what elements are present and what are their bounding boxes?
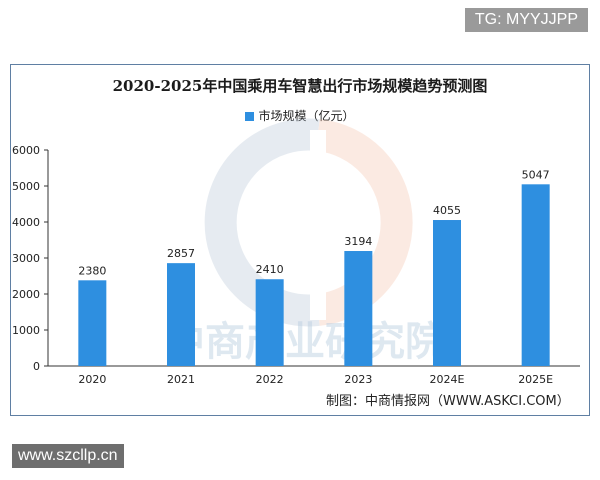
legend-label: 市场规模（亿元） xyxy=(258,109,355,123)
data-label-2023: 3194 xyxy=(344,235,372,248)
x-tick-label-2021: 2021 xyxy=(167,373,195,386)
x-tick-label-2025E: 2025E xyxy=(518,373,553,386)
y-tick-label: 5000 xyxy=(12,180,40,193)
x-tick-label-2022: 2022 xyxy=(256,373,284,386)
watermark-text: 中商产业研究院 xyxy=(165,319,445,365)
bar-2023 xyxy=(344,251,373,366)
data-label-2021: 2857 xyxy=(167,247,195,260)
chart-title: 2020-2025年中国乘用车智慧出行市场规模趋势预测图 xyxy=(112,77,488,95)
data-label-2020: 2380 xyxy=(78,264,106,277)
bar-2021 xyxy=(167,263,195,366)
y-tick-label: 6000 xyxy=(12,144,40,157)
bar-2022 xyxy=(255,279,284,366)
bar-2020 xyxy=(78,280,107,366)
y-tick-label: 1000 xyxy=(12,324,40,337)
y-tick-label: 4000 xyxy=(12,216,40,229)
x-tick-labels: 2020 2021 2022 2023 2024E 2025E xyxy=(78,373,553,386)
data-label-2022: 2410 xyxy=(256,263,284,276)
chart-legend: 市场规模（亿元） xyxy=(11,107,589,124)
y-tick-label: 2000 xyxy=(12,288,40,301)
data-labels: 2380 2857 2410 3194 4055 5047 xyxy=(78,168,549,277)
bar-series xyxy=(78,184,550,366)
x-tick-label-2020: 2020 xyxy=(78,373,106,386)
watermark-logo-gap xyxy=(310,130,326,320)
bar-2025E xyxy=(521,184,550,366)
legend-swatch xyxy=(245,112,255,121)
data-label-2024E: 4055 xyxy=(433,204,461,217)
tg-watermark-label: TG: MYYJJPP xyxy=(464,8,588,32)
x-tick-label-2023: 2023 xyxy=(344,373,372,386)
chart-credit: 制图：中商情报网（WWW.ASKCI.COM） xyxy=(326,394,570,409)
data-label-2025E: 5047 xyxy=(522,168,550,181)
chart-frame: 2020-2025年中国乘用车智慧出行市场规模趋势预测图 市场规模（亿元） xyxy=(10,64,590,416)
y-tick-label: 0 xyxy=(33,360,40,373)
site-watermark-label: www.szcllp.cn xyxy=(12,444,124,468)
y-tick-label: 3000 xyxy=(12,252,40,265)
bar-2024E xyxy=(433,220,461,366)
x-tick-label-2024E: 2024E xyxy=(430,373,465,386)
y-tick-labels: 0 1000 2000 3000 4000 5000 6000 xyxy=(12,144,48,373)
